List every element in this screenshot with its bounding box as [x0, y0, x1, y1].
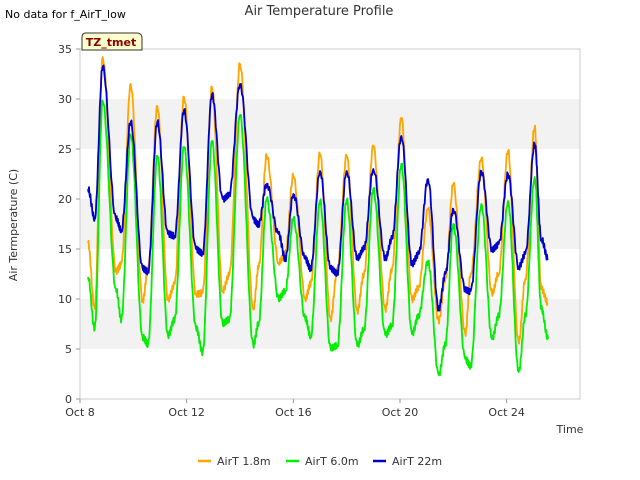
tz-badge: TZ_tmet	[81, 32, 143, 51]
y-axis-label: Air Termperature (C)	[7, 169, 20, 281]
x-axis-ticks: Oct 8 Oct 12 Oct 16 Oct 20 Oct 24	[65, 399, 525, 419]
series-lines	[87, 56, 549, 376]
y-tick-label: 25	[58, 143, 72, 156]
series-line-airt-22m	[87, 64, 549, 312]
tz-badge-label: TZ_tmet	[86, 36, 136, 49]
y-tick-label: 20	[58, 193, 72, 206]
x-tick-label: Oct 16	[275, 406, 312, 419]
x-axis-label: Time	[556, 423, 584, 436]
y-tick-label: 0	[65, 393, 72, 406]
y-tick-label: 5	[65, 343, 72, 356]
x-tick-label: Oct 8	[65, 406, 95, 419]
y-tick-label: 15	[58, 243, 72, 256]
legend-label: AirT 6.0m	[305, 455, 359, 468]
legend-label: AirT 1.8m	[217, 455, 271, 468]
x-tick-label: Oct 24	[488, 406, 525, 419]
x-tick-label: Oct 20	[382, 406, 419, 419]
y-tick-label: 10	[58, 293, 72, 306]
grid-band	[80, 299, 580, 349]
series-line-airt-6-0m	[87, 99, 549, 376]
chart-title: Air Temperature Profile	[245, 4, 394, 19]
legend: AirT 1.8m AirT 6.0m AirT 22m	[198, 455, 442, 468]
tz-badge-box	[81, 32, 143, 51]
y-axis-ticks: 0 5 10 15 20 25 30 35	[58, 43, 80, 406]
y-tick-label: 35	[58, 43, 72, 56]
y-tick-label: 30	[58, 93, 72, 106]
x-tick-label: Oct 12	[168, 406, 205, 419]
series-line-airt-1-8m	[87, 56, 549, 345]
no-data-note: No data for f_AirT_low	[5, 8, 126, 21]
grid-bands	[80, 99, 580, 349]
grid-band	[80, 99, 580, 149]
legend-label: AirT 22m	[392, 455, 442, 468]
